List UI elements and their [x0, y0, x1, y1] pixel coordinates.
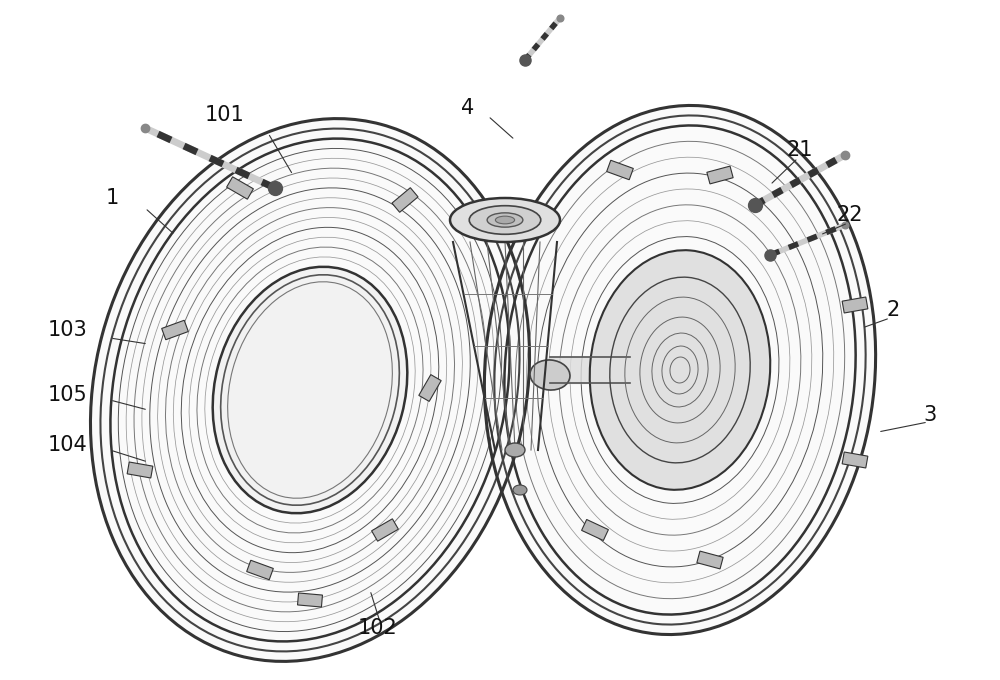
Ellipse shape — [505, 443, 525, 457]
Text: 4: 4 — [461, 98, 475, 118]
Text: 101: 101 — [205, 105, 245, 125]
Polygon shape — [298, 593, 322, 607]
Ellipse shape — [469, 205, 541, 235]
Text: 102: 102 — [358, 618, 398, 638]
Ellipse shape — [487, 213, 523, 227]
Polygon shape — [127, 462, 153, 478]
Polygon shape — [392, 188, 418, 212]
Text: 21: 21 — [787, 140, 813, 160]
Text: 22: 22 — [837, 205, 863, 225]
Polygon shape — [372, 519, 398, 541]
Text: 105: 105 — [48, 385, 88, 405]
Text: 1: 1 — [105, 188, 119, 208]
Polygon shape — [842, 297, 868, 313]
Text: 104: 104 — [48, 435, 88, 455]
Polygon shape — [842, 452, 868, 468]
Text: 3: 3 — [923, 405, 937, 425]
Polygon shape — [419, 375, 441, 401]
Ellipse shape — [90, 118, 530, 662]
Polygon shape — [247, 560, 273, 580]
Ellipse shape — [213, 267, 407, 513]
Ellipse shape — [513, 485, 527, 495]
Polygon shape — [607, 160, 633, 180]
Polygon shape — [707, 166, 733, 184]
Ellipse shape — [590, 250, 770, 490]
Ellipse shape — [484, 105, 876, 634]
Ellipse shape — [450, 198, 560, 242]
Text: 2: 2 — [886, 300, 900, 320]
Polygon shape — [162, 320, 188, 340]
Ellipse shape — [495, 216, 515, 224]
Polygon shape — [697, 551, 723, 569]
Ellipse shape — [530, 360, 570, 390]
Polygon shape — [582, 520, 608, 541]
Text: 103: 103 — [48, 320, 88, 340]
Polygon shape — [227, 177, 253, 199]
